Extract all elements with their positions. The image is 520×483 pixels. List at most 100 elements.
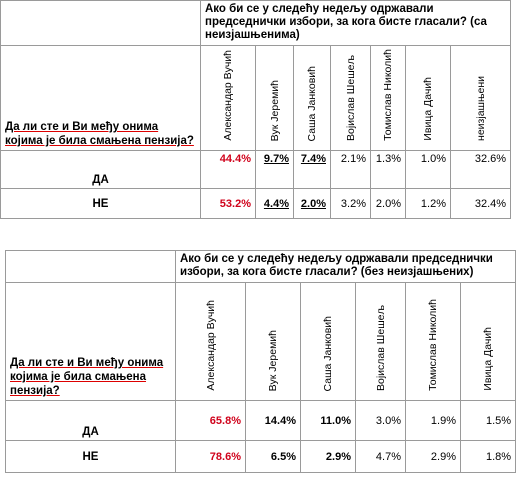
- question: Ако би се у следећу недељу одржавали пре…: [205, 3, 487, 41]
- data-row: ДА 65.8% 14.4% 11.0% 3.0% 1.9% 1.5%: [5, 400, 517, 441]
- row-label-text: ДА: [92, 174, 109, 186]
- value-cell: 78.6%: [175, 440, 246, 473]
- column-header: Вук Јеремић: [245, 282, 301, 401]
- value-cell: 53.2%: [200, 188, 256, 219]
- names-row: Да ли сте и Ви међу онима којима је била…: [5, 282, 517, 401]
- value: 65.8%: [209, 414, 241, 427]
- value-cell: 4.7%: [355, 440, 406, 473]
- candidate-name: Ивица Дачић: [422, 77, 434, 141]
- value: 1.8%: [486, 450, 512, 463]
- candidate-name: Томислав Николић: [427, 299, 439, 391]
- value-cell: 9.7%: [255, 150, 294, 189]
- value-cell: 2.9%: [405, 440, 461, 473]
- row-label: НЕ: [0, 188, 201, 219]
- data-row: НЕ 53.2% 4.4% 2.0% 3.2% 2.0% 1.2% 32.4%: [0, 188, 512, 219]
- names-row: Да ли сте и Ви међу онима којима је била…: [0, 45, 512, 151]
- column-header: Александар Вучић: [175, 282, 246, 401]
- row-label-text: ДА: [82, 426, 99, 438]
- value-cell: 14.4%: [245, 400, 301, 441]
- column-header: Војислав Шешељ: [330, 45, 371, 151]
- value-cell: 1.9%: [405, 400, 461, 441]
- value-cell: 1.3%: [370, 150, 406, 189]
- question-cell: Ако би се у следећу недељу одржавали пре…: [174, 250, 517, 283]
- column-header: Саша Јанковић: [293, 45, 331, 151]
- row-label: ДА: [0, 150, 201, 189]
- column-header: Ивица Дачић: [459, 282, 517, 401]
- value: 4.4%: [263, 197, 289, 210]
- column-header: Ивица Дачић: [405, 45, 451, 151]
- value: 2.9%: [325, 450, 351, 463]
- column-header: Саша Јанковић: [300, 282, 356, 401]
- row-question-cell: Да ли сте и Ви међу онима којима је била…: [5, 282, 176, 401]
- candidate-name: неизјашњени: [474, 76, 487, 141]
- value-cell: 6.5%: [245, 440, 301, 473]
- value: 9.7%: [263, 153, 289, 165]
- row-label-text: НЕ: [92, 197, 109, 210]
- candidate-name: Ивица Дачић: [482, 327, 495, 391]
- header-row: Ако би се у следећу недељу одржавали пре…: [0, 0, 512, 46]
- column-header: неизјашњени: [449, 45, 512, 151]
- value-cell: 32.6%: [449, 150, 512, 189]
- value-cell: 2.0%: [370, 188, 406, 219]
- value: 4.7%: [375, 450, 401, 463]
- data-row: ДА 44.4% 9.7% 7.4% 2.1% 1.3% 1.0% 32.6%: [0, 150, 512, 189]
- value: 1.5%: [486, 414, 512, 427]
- corner-cell: [0, 0, 201, 46]
- value-cell: 1.2%: [405, 188, 451, 219]
- value: 53.2%: [219, 197, 251, 210]
- candidate-name: Вук Јеремић: [268, 79, 281, 141]
- row-question: Да ли сте и Ви међу онима којима је била…: [5, 121, 194, 147]
- row-label: НЕ: [5, 440, 176, 473]
- question-cell: Ако би се у следећу недељу одржавали пре…: [199, 0, 512, 46]
- row-label-text: НЕ: [82, 450, 99, 463]
- value-cell: 7.4%: [293, 150, 331, 189]
- value: 6.5%: [270, 450, 296, 463]
- data-row: НЕ 78.6% 6.5% 2.9% 4.7% 2.9% 1.8%: [5, 440, 517, 473]
- value-cell: 1.0%: [405, 150, 451, 189]
- row-label: ДА: [5, 400, 176, 441]
- value-cell: 4.4%: [255, 188, 294, 219]
- value: 2.0%: [300, 197, 326, 210]
- value: 44.4%: [219, 153, 251, 165]
- value: 1.3%: [375, 153, 401, 165]
- value: 14.4%: [264, 414, 296, 427]
- value-cell: 3.0%: [355, 400, 406, 441]
- value: 2.9%: [430, 450, 456, 463]
- candidate-name: Војислав Шешељ: [344, 55, 357, 141]
- value-cell: 2.9%: [300, 440, 356, 473]
- value: 11.0%: [320, 414, 351, 427]
- value: 1.0%: [420, 153, 446, 165]
- candidate-name: Саша Јанковић: [306, 65, 318, 141]
- candidate-name: Војислав Шешељ: [374, 305, 387, 391]
- row-question: Да ли сте и Ви међу онима којима је била…: [10, 357, 164, 397]
- value: 1.9%: [430, 414, 456, 427]
- question: Ако би се у следећу недељу одржавали пре…: [180, 253, 493, 278]
- column-header: Александар Вучић: [200, 45, 256, 151]
- value-cell: 44.4%: [200, 150, 256, 189]
- value-cell: 1.8%: [459, 440, 517, 473]
- table: Ако би се у следећу недељу одржавали пре…: [0, 0, 512, 219]
- table: Ако би се у следећу недељу одржавали пре…: [5, 250, 517, 473]
- value: 1.2%: [420, 197, 446, 210]
- value-cell: 2.0%: [293, 188, 331, 219]
- value: 3.2%: [340, 197, 366, 210]
- row-question-cell: Да ли сте и Ви међу онима којима је била…: [0, 45, 201, 151]
- candidate-name: Томислав Николић: [382, 49, 394, 141]
- value-cell: 32.4%: [449, 188, 512, 219]
- value: 7.4%: [300, 153, 326, 165]
- candidate-name: Саша Јанковић: [322, 315, 334, 391]
- value-cell: 11.0%: [300, 400, 356, 441]
- value-cell: 1.5%: [459, 400, 517, 441]
- header-row: Ако би се у следећу недељу одржавали пре…: [5, 250, 517, 283]
- candidate-name: Александар Вучић: [204, 300, 217, 391]
- value: 2.0%: [375, 197, 401, 210]
- column-header: Вук Јеремић: [255, 45, 294, 151]
- corner-cell: [5, 250, 176, 283]
- candidate-name: Александар Вучић: [222, 50, 234, 141]
- candidate-name: Вук Јеремић: [267, 329, 279, 391]
- value: 2.1%: [340, 153, 366, 165]
- value: 78.6%: [209, 450, 241, 463]
- value-cell: 65.8%: [175, 400, 246, 441]
- column-header: Томислав Николић: [370, 45, 406, 151]
- column-header: Томислав Николић: [405, 282, 461, 401]
